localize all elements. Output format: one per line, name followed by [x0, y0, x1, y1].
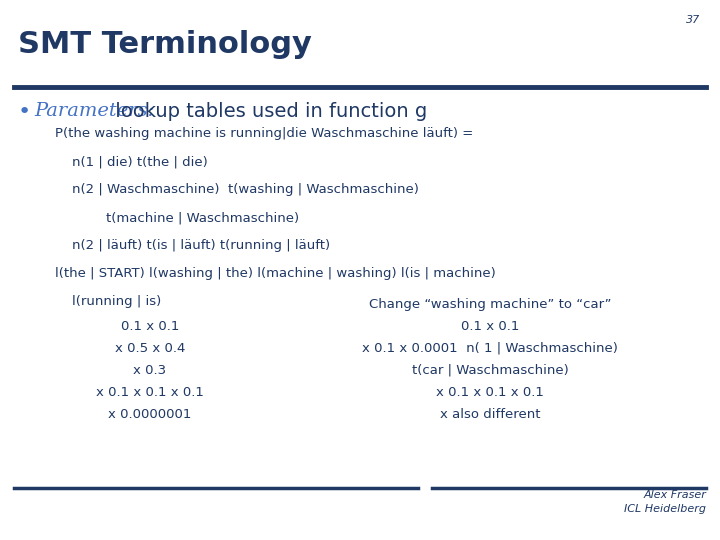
- Text: •: •: [18, 102, 31, 122]
- Text: t(car | Waschmaschine): t(car | Waschmaschine): [412, 364, 568, 377]
- Text: n(2 | Waschmaschine)  t(washing | Waschmaschine): n(2 | Waschmaschine) t(washing | Waschma…: [55, 183, 419, 196]
- Text: x 0.3: x 0.3: [133, 364, 166, 377]
- Text: 0.1 x 0.1: 0.1 x 0.1: [121, 320, 179, 333]
- Text: t(machine | Waschmaschine): t(machine | Waschmaschine): [55, 211, 299, 224]
- Text: x 0.1 x 0.1 x 0.1: x 0.1 x 0.1 x 0.1: [96, 386, 204, 399]
- Text: 0.1 x 0.1: 0.1 x 0.1: [461, 320, 519, 333]
- Text: x 0.1 x 0.0001  n( 1 | Waschmaschine): x 0.1 x 0.0001 n( 1 | Waschmaschine): [362, 342, 618, 355]
- Text: 37: 37: [685, 15, 700, 25]
- Text: Parameters:: Parameters:: [34, 102, 154, 120]
- Text: n(2 | läuft) t(is | läuft) t(running | läuft): n(2 | läuft) t(is | läuft) t(running | l…: [55, 239, 330, 252]
- Text: n(1 | die) t(the | die): n(1 | die) t(the | die): [55, 155, 208, 168]
- Text: P(the washing machine is running|die Waschmaschine läuft) =: P(the washing machine is running|die Was…: [55, 127, 473, 140]
- Text: SMT Terminology: SMT Terminology: [18, 30, 312, 59]
- Text: x 0.0000001: x 0.0000001: [108, 408, 192, 421]
- Text: lookup tables used in function g: lookup tables used in function g: [109, 102, 427, 121]
- Text: x 0.1 x 0.1 x 0.1: x 0.1 x 0.1 x 0.1: [436, 386, 544, 399]
- Text: x also different: x also different: [440, 408, 540, 421]
- Text: Alex Fraser: Alex Fraser: [643, 490, 706, 500]
- Text: l(running | is): l(running | is): [55, 295, 161, 308]
- Text: ICL Heidelberg: ICL Heidelberg: [624, 504, 706, 514]
- Text: x 0.5 x 0.4: x 0.5 x 0.4: [114, 342, 185, 355]
- Text: l(the | START) l(washing | the) l(machine | washing) l(is | machine): l(the | START) l(washing | the) l(machin…: [55, 267, 496, 280]
- Text: Change “washing machine” to “car”: Change “washing machine” to “car”: [369, 298, 611, 311]
